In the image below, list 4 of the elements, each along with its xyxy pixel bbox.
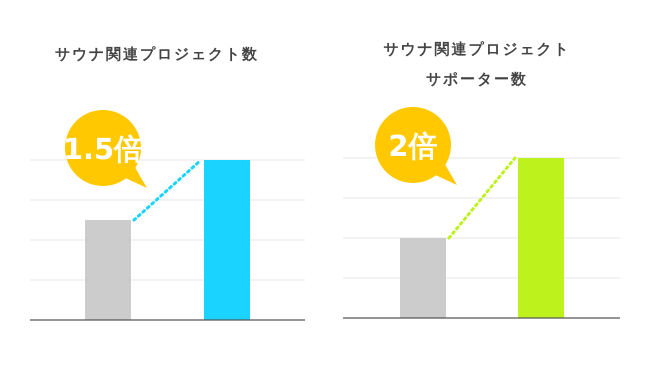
chart-title: サウナ関連プロジェクトサポーター数 bbox=[382, 39, 572, 90]
chart-title: サウナ関連プロジェクト数 bbox=[54, 44, 260, 65]
annotation: 2倍 bbox=[388, 129, 438, 163]
annotation: 1.5倍 bbox=[62, 132, 144, 166]
